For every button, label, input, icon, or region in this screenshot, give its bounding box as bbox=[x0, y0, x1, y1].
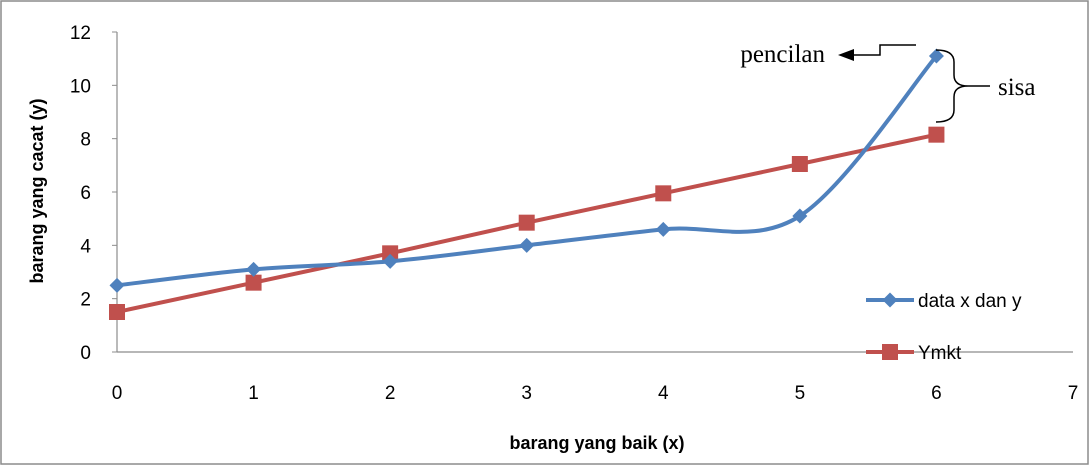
legend-marker bbox=[882, 292, 898, 308]
data-point bbox=[518, 214, 535, 231]
series-layer bbox=[109, 48, 945, 320]
data-point bbox=[655, 221, 671, 237]
data-point bbox=[246, 261, 262, 277]
x-tick-label: 2 bbox=[385, 383, 396, 404]
outlier-arrow bbox=[848, 44, 916, 56]
legend-label: Ymkt bbox=[918, 343, 962, 364]
data-point bbox=[792, 208, 808, 224]
legend-label: data x dan y bbox=[918, 291, 1022, 312]
x-tick-label: 5 bbox=[795, 383, 806, 404]
data-point bbox=[109, 277, 125, 293]
data-point bbox=[655, 185, 672, 202]
x-tick-label: 0 bbox=[112, 383, 123, 404]
x-tick-label: 6 bbox=[931, 383, 942, 404]
legend: data x dan y Ymkt bbox=[866, 291, 1022, 364]
data-point bbox=[109, 304, 125, 320]
data-point bbox=[382, 245, 399, 262]
y-tick-label: 10 bbox=[70, 76, 91, 97]
y-tick-label: 2 bbox=[80, 290, 91, 311]
residual-label: sisa bbox=[998, 74, 1036, 101]
y-axis-title: barang yang cacat (y) bbox=[27, 98, 47, 283]
x-tick-label: 3 bbox=[521, 383, 532, 404]
legend-marker bbox=[882, 344, 898, 360]
y-tick-label: 8 bbox=[80, 130, 91, 151]
data-point bbox=[928, 126, 945, 143]
y-tick-label: 6 bbox=[80, 183, 91, 204]
y-tick-label: 4 bbox=[80, 236, 91, 257]
data-point bbox=[245, 274, 262, 291]
series-ymkt bbox=[109, 126, 945, 320]
y-tick-label: 0 bbox=[80, 343, 91, 364]
x-tick-label: 4 bbox=[658, 383, 669, 404]
data-point bbox=[519, 237, 535, 253]
outlier-annotation: pencilan bbox=[740, 41, 916, 68]
y-tick-label: 12 bbox=[70, 23, 91, 44]
x-axis-title: barang yang baik (x) bbox=[509, 433, 684, 453]
data-point bbox=[791, 156, 808, 172]
legend-entry: Ymkt bbox=[866, 343, 962, 364]
data-point bbox=[928, 48, 944, 64]
residual-annotation: sisa bbox=[935, 49, 1036, 123]
series-data-x-dan-y bbox=[109, 48, 944, 293]
x-tick-label: 1 bbox=[248, 383, 259, 404]
data-point bbox=[382, 253, 398, 269]
outlier-label: pencilan bbox=[740, 41, 825, 68]
outlier-arrowhead bbox=[838, 49, 854, 61]
legend-entry: data x dan y bbox=[866, 291, 1022, 312]
x-tick-label: 7 bbox=[1068, 383, 1079, 404]
